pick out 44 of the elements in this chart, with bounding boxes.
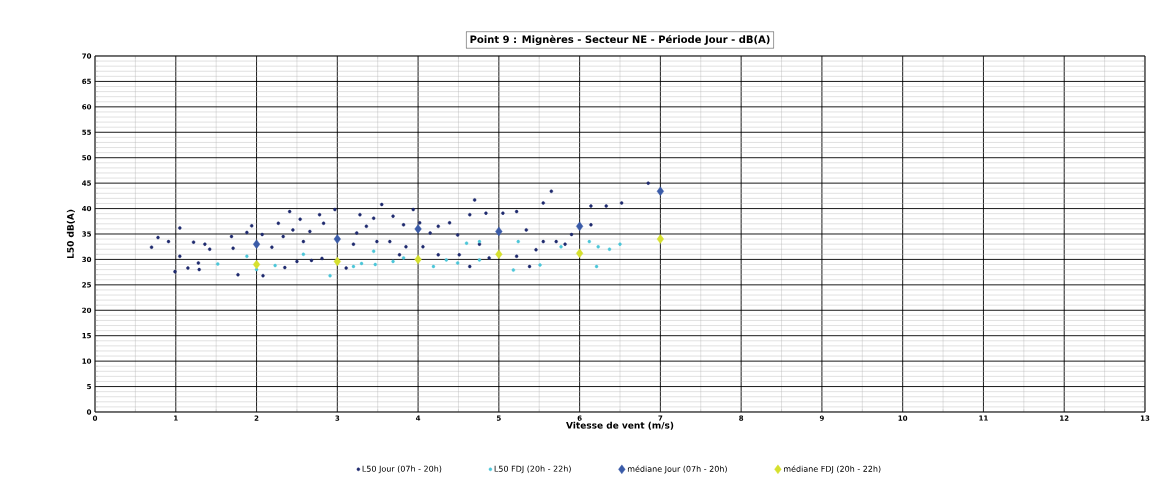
point (351, 264, 356, 269)
point (273, 263, 277, 268)
point (333, 256, 341, 267)
point (576, 221, 584, 232)
point (373, 262, 377, 267)
point (252, 239, 261, 249)
point (301, 252, 306, 257)
point (391, 259, 395, 264)
point (414, 224, 422, 234)
point (431, 264, 436, 269)
point (477, 258, 482, 262)
point (559, 245, 563, 249)
point (587, 239, 592, 244)
point (359, 261, 364, 266)
point (656, 186, 664, 196)
legend-label: médiane FDJ (20h - 22h) (784, 465, 881, 474)
point (216, 262, 220, 266)
point (594, 264, 599, 269)
legend-label: L50 Jour (07h - 20h) (362, 465, 442, 474)
y-axis-title: L50 dB(A) (66, 209, 75, 259)
point (328, 273, 332, 278)
point (511, 268, 516, 272)
point (252, 259, 261, 270)
point (495, 249, 503, 260)
point (464, 241, 469, 245)
legend-label: L50 FDJ (20h - 22h) (494, 465, 571, 474)
point (596, 245, 600, 249)
point (333, 234, 341, 244)
chart-title: Point 9 : Mignères - Secteur NE - Période Jour - dB(A) (470, 34, 770, 46)
point (414, 254, 422, 265)
point (538, 263, 542, 267)
x-axis-title: Vitesse de vent (m/s) (566, 421, 674, 430)
point (371, 249, 376, 253)
point (576, 248, 584, 259)
point (401, 256, 406, 260)
point (618, 242, 622, 246)
point (607, 247, 612, 251)
point (245, 254, 249, 259)
point (656, 234, 664, 244)
point (444, 258, 449, 262)
point (455, 261, 460, 265)
point (495, 226, 503, 237)
point (516, 239, 520, 244)
legend-label: médiane Jour (07h - 20h) (627, 465, 727, 474)
